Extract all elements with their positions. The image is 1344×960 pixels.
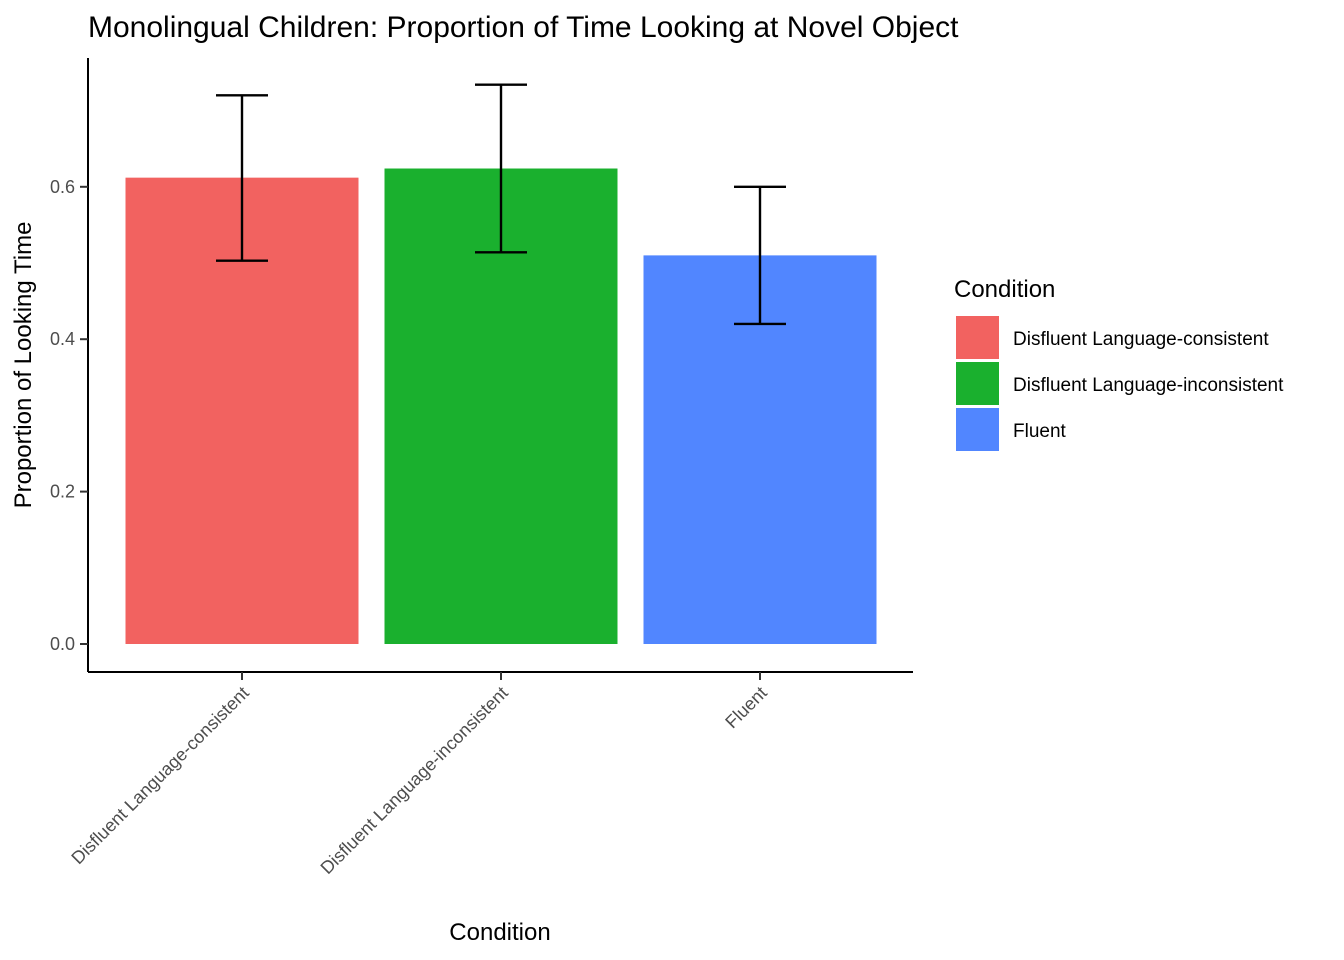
y-tick-label-2: 0.2 bbox=[50, 482, 75, 502]
x-tick-label-2: Disfluent Language-inconsistent bbox=[317, 683, 512, 878]
chart-title: Monolingual Children: Proportion of Time… bbox=[88, 11, 959, 44]
y-axis-title: Proportion of Looking Time bbox=[10, 222, 37, 509]
error-bars-group bbox=[216, 83, 786, 326]
legend-label-1: Disfluent Language-consistent bbox=[1013, 329, 1269, 350]
y-tick-label-4: 0.6 bbox=[50, 177, 75, 197]
y-tick-label-1: 0.0 bbox=[50, 634, 75, 654]
x-axis-title: Condition bbox=[449, 919, 550, 946]
legend-items: Disfluent Language-consistent Disfluent L… bbox=[956, 316, 1284, 451]
legend-title: Condition bbox=[954, 276, 1055, 303]
x-tick-label-1: Disfluent Language-consistent bbox=[67, 683, 252, 868]
y-ticks-group: 0.0 0.2 0.4 0.6 bbox=[50, 177, 88, 654]
x-ticks-group: Disfluent Language-consistent Disfluent L… bbox=[67, 672, 771, 878]
legend-swatch-2 bbox=[956, 362, 999, 405]
legend-swatch-1 bbox=[956, 316, 999, 359]
plot-area: 0.0 0.2 0.4 0.6 Disfluent Language-consiste… bbox=[50, 58, 913, 878]
legend-label-3: Fluent bbox=[1013, 421, 1067, 442]
legend: Condition Disfluent Language-consistentD… bbox=[954, 276, 1284, 451]
x-tick-label-3: Fluent bbox=[721, 683, 771, 733]
legend-label-2: Disfluent Language-inconsistent bbox=[1013, 375, 1284, 396]
y-tick-label-3: 0.4 bbox=[50, 329, 75, 349]
legend-swatch-3 bbox=[956, 408, 999, 451]
